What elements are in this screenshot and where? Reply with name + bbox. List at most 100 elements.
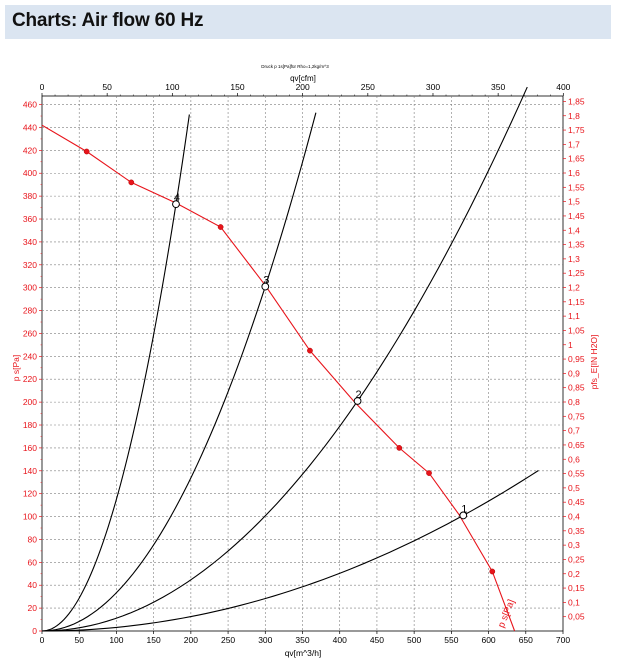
fan-curve-marker [128, 179, 135, 186]
fan-curve [41, 124, 516, 632]
operating-point-label: 4 [174, 192, 180, 204]
system-curve-3 [41, 112, 317, 632]
y-tick-label: 340 [23, 237, 37, 247]
y-tick-label: 260 [23, 328, 37, 338]
y-tick-label: 160 [23, 443, 37, 453]
curves: 4 3 2 1 p s[Pa] [41, 86, 539, 632]
y-tick-label: 80 [28, 534, 38, 544]
y2-tick-label: 0,45 [568, 497, 585, 507]
fan-curve-marker [83, 148, 90, 155]
y2-tick-label: 1,1 [568, 311, 580, 321]
x-tick-label: 400 [333, 635, 347, 645]
x2-tick-label: 200 [296, 82, 310, 92]
y2-tick-label: 1,4 [568, 225, 580, 235]
system-curve-2 [41, 86, 528, 632]
y-tick-label: 320 [23, 260, 37, 270]
y-tick-label: 420 [23, 145, 37, 155]
y-tick-label: 400 [23, 168, 37, 178]
y2-tick-label: 0,4 [568, 512, 580, 522]
y-tick-label: 140 [23, 466, 37, 476]
y-tick-label: 360 [23, 214, 37, 224]
y2-tick-label: 1,8 [568, 111, 580, 121]
y2-tick-label: 1,65 [568, 154, 585, 164]
x-tick-label: 350 [295, 635, 309, 645]
y2-tick-label: 0,9 [568, 368, 580, 378]
y2-tick-label: 1,2 [568, 283, 580, 293]
y2-tick-label: 1,35 [568, 240, 585, 250]
y-tick-label: 280 [23, 306, 37, 316]
x-tick-label: 250 [221, 635, 235, 645]
y2-tick-label: 1,15 [568, 297, 585, 307]
y2-axis-label: pfs_E[IN H2O] [589, 335, 599, 390]
y-tick-label: 20 [28, 603, 38, 613]
x-tick-label: 450 [370, 635, 384, 645]
y2-tick-label: 0,05 [568, 612, 585, 622]
y2-tick-label: 1,3 [568, 254, 580, 264]
y2-tick-label: 0,35 [568, 526, 585, 536]
x2-tick-label: 50 [102, 82, 112, 92]
y2-tick-label: 0,55 [568, 469, 585, 479]
operating-point-3 [261, 282, 270, 291]
y-tick-label: 40 [28, 580, 38, 590]
operating-point-2 [353, 397, 362, 405]
y2-tick-label: 0,1 [568, 597, 580, 607]
y-tick-label: 0 [32, 626, 37, 636]
y2-tick-label: 1,85 [568, 96, 585, 106]
fan-curve-marker [217, 224, 224, 230]
x-tick-label: 700 [556, 635, 570, 645]
x-axis-label: qv[m^3/h] [285, 648, 322, 658]
x2-axis-label: qv[cfm] [290, 74, 316, 83]
y2-tick-label: 1,7 [568, 139, 580, 149]
y-tick-label: 180 [23, 420, 37, 430]
x2-tick-label: 350 [491, 82, 505, 92]
y2-tick-label: 1,45 [568, 211, 585, 221]
operating-point-label: 1 [461, 503, 467, 515]
y2-tick-label: 1,25 [568, 268, 585, 278]
x2-tick-label: 250 [361, 82, 375, 92]
y-tick-label: 100 [23, 512, 37, 522]
x2-tick-label: 0 [40, 82, 45, 92]
operating-point-label: 3 [263, 275, 269, 287]
y-tick-label: 200 [23, 397, 37, 407]
x-tick-label: 300 [258, 635, 272, 645]
axes: 0 50 100 150 200 250 300 350 400 450 500 550 600 650 7… [23, 82, 585, 645]
fan-curve-marker [489, 568, 496, 575]
y2-tick-label: 0,5 [568, 483, 580, 493]
y2-tick-label: 0,7 [568, 426, 580, 436]
y2-tick-label: 1,6 [568, 168, 580, 178]
operating-point-4 [172, 200, 180, 209]
y2-tick-label: 0,15 [568, 583, 585, 593]
header-bar: Charts: Air flow 60 Hz [5, 5, 611, 39]
system-curve-4 [41, 114, 190, 632]
y2-tick-label: 1,75 [568, 125, 585, 135]
x-tick-label: 0 [40, 635, 45, 645]
operating-point-1 [459, 511, 468, 520]
fan-curve-label: p s[Pa] [496, 598, 517, 630]
y2-tick-label: 0,85 [568, 383, 585, 393]
y-tick-label: 300 [23, 283, 37, 293]
x2-tick-label: 100 [165, 82, 179, 92]
y2-tick-label: 0,65 [568, 440, 585, 450]
y2-tick-label: 0,6 [568, 454, 580, 464]
grid [41, 95, 564, 632]
y2-tick-label: 0,75 [568, 411, 585, 421]
y-tick-label: 60 [28, 557, 38, 567]
fan-curve-marker [307, 347, 313, 354]
y-axis-label: p s[Pa] [11, 355, 21, 381]
y-tick-label: 380 [23, 191, 37, 201]
y2-tick-label: 0,95 [568, 354, 585, 364]
x2-tick-label: 300 [426, 82, 440, 92]
x-tick-label: 500 [407, 635, 421, 645]
x-tick-label: 650 [519, 635, 533, 645]
x-tick-label: 150 [147, 635, 161, 645]
y2-tick-label: 0,3 [568, 540, 580, 550]
y-tick-label: 440 [23, 122, 37, 132]
x-tick-label: 50 [74, 635, 84, 645]
operating-point-label: 2 [356, 389, 362, 401]
y2-tick-label: 0,8 [568, 397, 580, 407]
y-tick-label: 120 [23, 489, 37, 499]
fan-curve-marker [426, 470, 432, 476]
y2-tick-label: 1,5 [568, 197, 580, 207]
y2-tick-label: 0,25 [568, 554, 585, 564]
